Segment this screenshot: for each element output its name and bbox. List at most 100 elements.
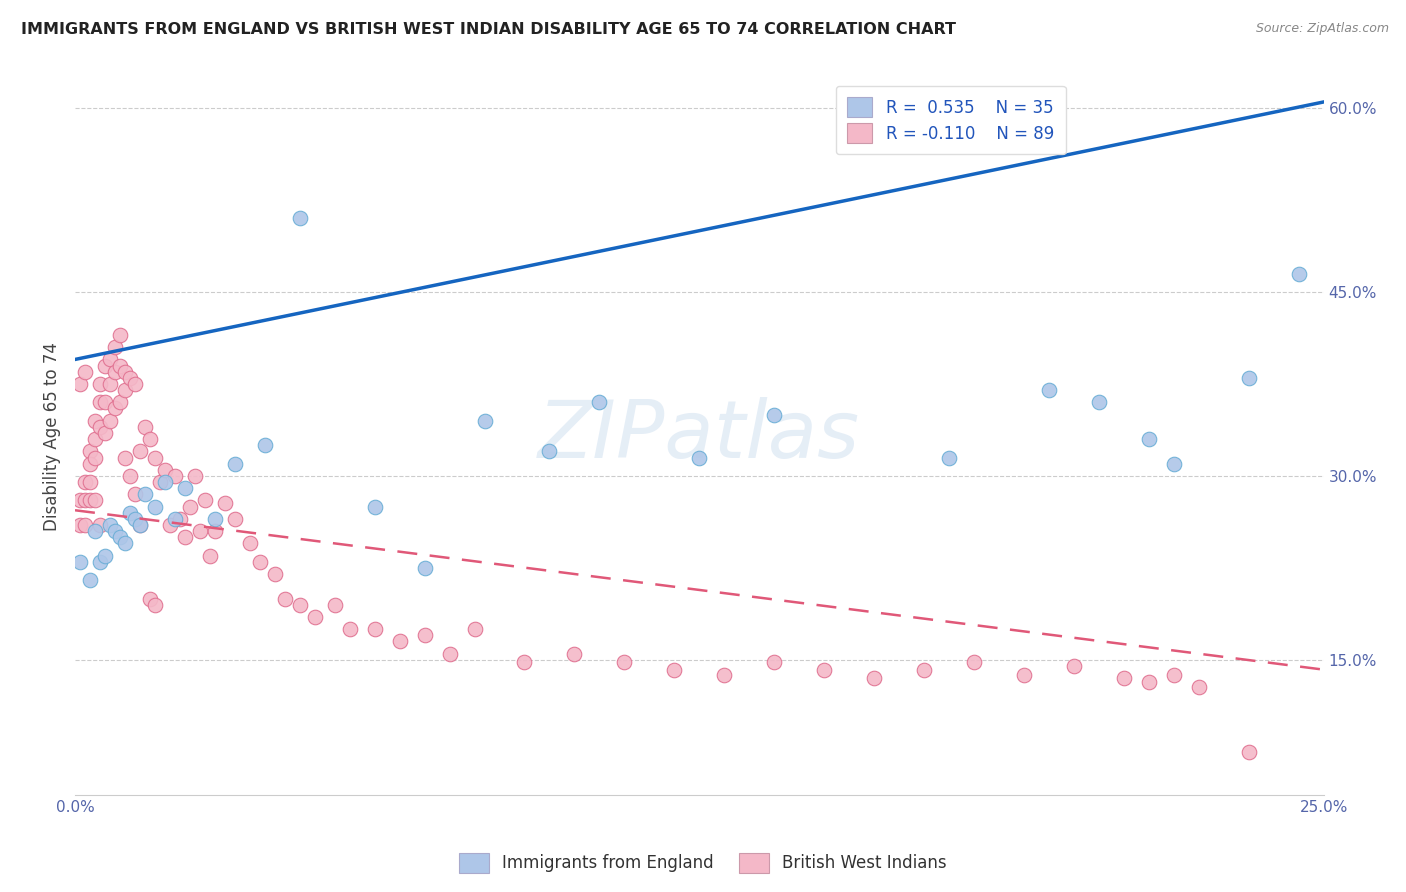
Point: [513, 655, 536, 669]
Point: [73, 518, 96, 533]
Point: [173, 530, 195, 544]
Point: [118, 371, 141, 385]
Point: [173, 481, 195, 495]
Point: [98, 352, 121, 367]
Point: [108, 530, 131, 544]
Point: [323, 598, 346, 612]
Point: [713, 667, 735, 681]
Point: [108, 327, 131, 342]
Point: [89, 555, 111, 569]
Point: [688, 450, 710, 465]
Point: [98, 518, 121, 533]
Point: [763, 408, 786, 422]
Point: [114, 450, 136, 465]
Point: [94, 425, 117, 440]
Y-axis label: Disability Age 65 to 74: Disability Age 65 to 74: [44, 342, 60, 531]
Point: [73, 475, 96, 489]
Point: [204, 524, 226, 538]
Point: [69, 376, 91, 391]
Point: [73, 493, 96, 508]
Point: [388, 634, 411, 648]
Point: [1163, 457, 1185, 471]
Point: [664, 663, 686, 677]
Point: [84, 414, 107, 428]
Text: IMMIGRANTS FROM ENGLAND VS BRITISH WEST INDIAN DISABILITY AGE 65 TO 74 CORRELATI: IMMIGRANTS FROM ENGLAND VS BRITISH WEST …: [21, 22, 956, 37]
Point: [104, 365, 127, 379]
Point: [139, 591, 162, 606]
Point: [1188, 680, 1211, 694]
Text: Source: ZipAtlas.com: Source: ZipAtlas.com: [1256, 22, 1389, 36]
Point: [1137, 674, 1160, 689]
Point: [114, 383, 136, 397]
Point: [763, 655, 786, 669]
Point: [288, 211, 311, 226]
Point: [1038, 383, 1060, 397]
Point: [613, 655, 636, 669]
Point: [124, 487, 146, 501]
Point: [84, 432, 107, 446]
Point: [288, 598, 311, 612]
Point: [863, 671, 886, 685]
Point: [108, 395, 131, 409]
Point: [124, 376, 146, 391]
Point: [104, 401, 127, 416]
Point: [413, 628, 436, 642]
Point: [98, 414, 121, 428]
Legend: Immigrants from England, British West Indians: Immigrants from England, British West In…: [453, 847, 953, 880]
Point: [89, 420, 111, 434]
Point: [84, 524, 107, 538]
Point: [104, 524, 127, 538]
Point: [1112, 671, 1135, 685]
Point: [813, 663, 835, 677]
Point: [912, 663, 935, 677]
Point: [134, 487, 156, 501]
Point: [114, 365, 136, 379]
Point: [169, 512, 191, 526]
Text: ZIPatlas: ZIPatlas: [538, 397, 860, 475]
Point: [564, 647, 586, 661]
Point: [538, 444, 561, 458]
Point: [179, 500, 201, 514]
Point: [363, 622, 385, 636]
Point: [363, 500, 385, 514]
Point: [159, 518, 181, 533]
Legend: R =  0.535    N = 35, R = -0.110    N = 89: R = 0.535 N = 35, R = -0.110 N = 89: [835, 86, 1066, 154]
Point: [114, 536, 136, 550]
Point: [198, 549, 221, 563]
Point: [89, 395, 111, 409]
Point: [84, 450, 107, 465]
Point: [188, 524, 211, 538]
Point: [73, 365, 96, 379]
Point: [474, 414, 496, 428]
Point: [69, 518, 91, 533]
Point: [149, 475, 172, 489]
Point: [938, 450, 960, 465]
Point: [153, 475, 176, 489]
Point: [94, 395, 117, 409]
Point: [588, 395, 610, 409]
Point: [124, 512, 146, 526]
Point: [249, 555, 271, 569]
Point: [79, 573, 101, 587]
Point: [1088, 395, 1111, 409]
Point: [104, 340, 127, 354]
Point: [263, 567, 285, 582]
Point: [239, 536, 262, 550]
Point: [98, 376, 121, 391]
Point: [118, 469, 141, 483]
Point: [134, 420, 156, 434]
Point: [1163, 667, 1185, 681]
Point: [1063, 659, 1085, 673]
Point: [94, 549, 117, 563]
Point: [1237, 745, 1260, 759]
Point: [184, 469, 207, 483]
Point: [69, 493, 91, 508]
Point: [1237, 371, 1260, 385]
Point: [94, 359, 117, 373]
Point: [304, 610, 326, 624]
Point: [139, 432, 162, 446]
Point: [153, 463, 176, 477]
Point: [204, 512, 226, 526]
Point: [89, 518, 111, 533]
Point: [84, 493, 107, 508]
